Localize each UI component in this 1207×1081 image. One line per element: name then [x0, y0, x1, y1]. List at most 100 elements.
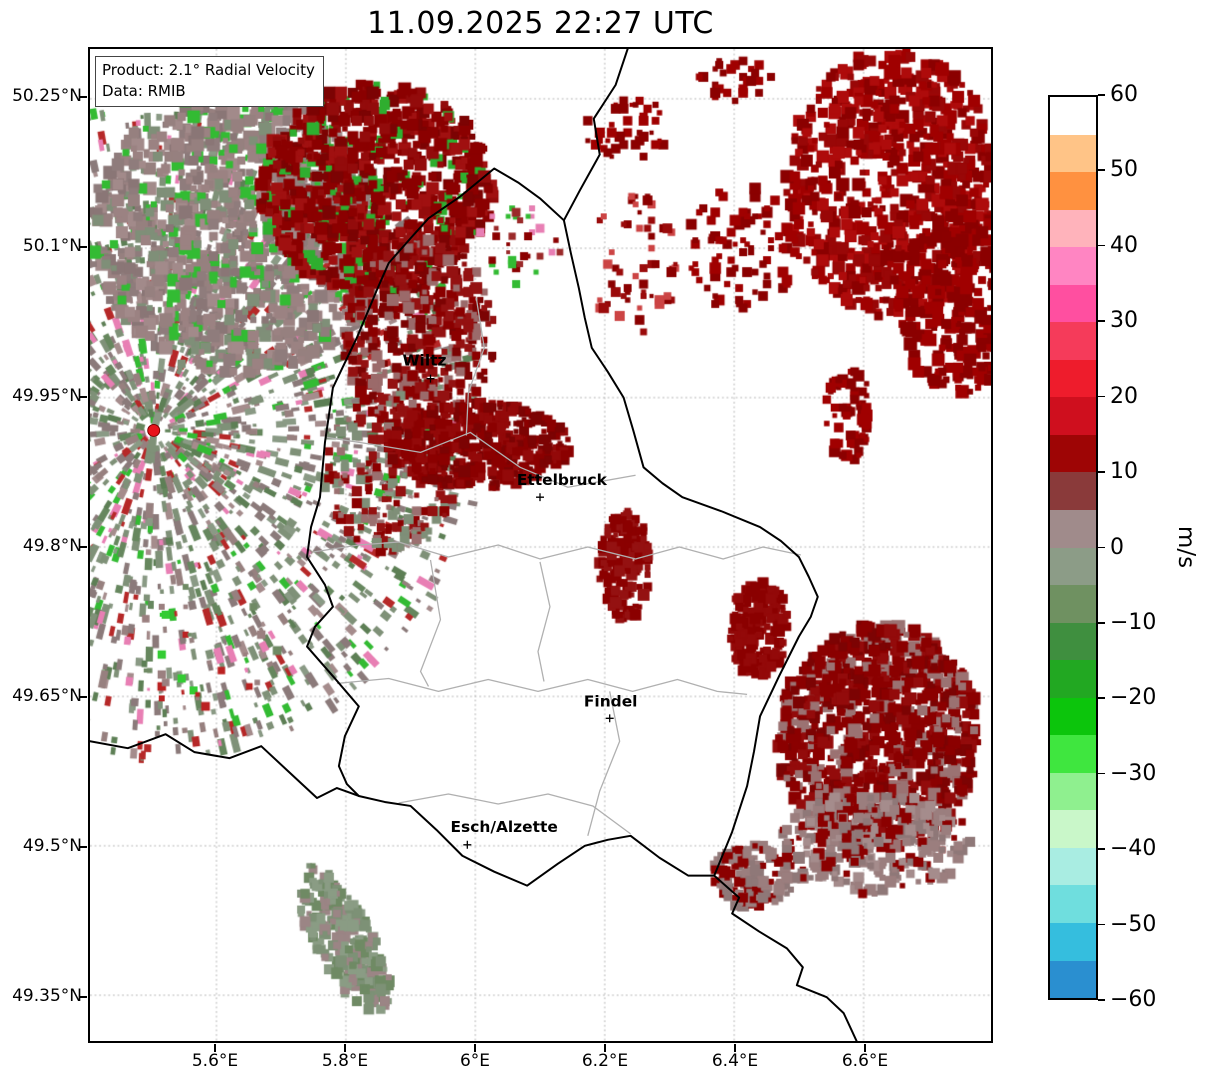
lon-tick-mark — [344, 1044, 346, 1052]
colorbar-tick-mark — [1098, 772, 1105, 775]
colorbar-segment — [1050, 472, 1096, 511]
colorbar-tick-mark — [1098, 395, 1105, 398]
district-border — [312, 541, 801, 560]
colorbar-segment — [1050, 960, 1096, 999]
lon-tick-mark — [474, 1044, 476, 1052]
lon-tick-label: 6.4°E — [711, 1051, 759, 1071]
city-marker — [463, 840, 472, 849]
colorbar-tick-label: −30 — [1110, 760, 1157, 786]
colorbar-tick-label: 10 — [1110, 459, 1138, 485]
city-label: Findel — [584, 692, 638, 710]
colorbar-tick-mark — [1098, 94, 1105, 96]
lat-tick-label: 49.8°N — [22, 536, 82, 556]
lat-tick-label: 49.65°N — [12, 686, 82, 706]
lat-tick-mark — [79, 96, 87, 98]
lon-tick-mark — [604, 1044, 606, 1052]
colorbar-tick-mark — [1098, 320, 1105, 322]
city-marker — [426, 374, 435, 383]
colorbar-tick-mark — [1098, 244, 1105, 247]
district-border — [537, 561, 551, 682]
colorbar-segment — [1050, 97, 1096, 135]
colorbar-tick-mark — [1098, 923, 1105, 926]
country-border — [713, 874, 858, 1041]
district-border — [419, 559, 442, 687]
colorbar-segment — [1050, 772, 1096, 811]
colorbar-segment — [1050, 660, 1096, 698]
colorbar — [1048, 95, 1098, 1000]
lon-tick-label: 6°E — [459, 1051, 491, 1071]
data-source-label: Data: RMIB — [102, 82, 186, 100]
radar-site-marker — [147, 423, 161, 437]
colorbar-segment — [1050, 284, 1096, 323]
colorbar-segment — [1050, 209, 1096, 248]
country-border — [306, 167, 819, 887]
colorbar-tick-label: −40 — [1110, 836, 1157, 862]
colorbar-segment — [1050, 172, 1096, 210]
colorbar-tick-mark — [1098, 848, 1105, 850]
lat-tick-mark — [79, 546, 87, 548]
colorbar-segment — [1050, 397, 1096, 435]
colorbar-segment — [1050, 810, 1096, 848]
colorbar-segment — [1050, 923, 1096, 961]
colorbar-tick-label: 50 — [1110, 157, 1138, 183]
district-border — [336, 677, 748, 696]
colorbar-unit-label: m/s — [1173, 525, 1199, 569]
colorbar-tick-mark — [1098, 621, 1105, 624]
colorbar-tick-label: 60 — [1110, 82, 1138, 107]
country-border — [562, 49, 629, 222]
colorbar-segment — [1050, 247, 1096, 285]
country-border — [90, 733, 360, 799]
city-label: Ettelbruck — [517, 471, 608, 489]
plot-title: 11.09.2025 22:27 UTC — [367, 6, 714, 41]
colorbar-segment — [1050, 434, 1096, 473]
lat-tick-label: 49.5°N — [22, 836, 82, 856]
colorbar-segment — [1050, 359, 1096, 398]
lon-tick-mark — [734, 1044, 736, 1052]
district-border — [326, 431, 636, 488]
lat-tick-mark — [79, 696, 87, 698]
colorbar-tick-mark — [1098, 471, 1105, 473]
colorbar-segment — [1050, 585, 1096, 623]
colorbar-tick-mark — [1098, 169, 1105, 171]
district-border — [398, 793, 631, 835]
colorbar-tick-label: −20 — [1110, 685, 1157, 711]
colorbar-tick-label: 0 — [1110, 534, 1124, 560]
colorbar-tick-label: 20 — [1110, 383, 1138, 409]
colorbar-tick-label: −50 — [1110, 911, 1157, 937]
lat-tick-label: 49.95°N — [12, 386, 82, 406]
colorbar-segment — [1050, 735, 1096, 773]
colorbar-segment — [1050, 885, 1096, 924]
colorbar-segment — [1050, 322, 1096, 360]
lat-tick-label: 50.25°N — [12, 86, 82, 106]
lon-tick-label: 5.6°E — [191, 1051, 239, 1071]
lon-tick-mark — [214, 1044, 216, 1052]
lon-tick-label: 6.2°E — [581, 1051, 629, 1071]
colorbar-tick-label: −60 — [1110, 987, 1157, 1012]
colorbar-tick-mark — [1098, 697, 1105, 699]
colorbar-tick-label: 30 — [1110, 308, 1138, 334]
colorbar-tick-mark — [1098, 999, 1105, 1001]
lon-tick-mark — [864, 1044, 866, 1052]
city-label: Wiltz — [403, 352, 447, 370]
lat-tick-label: 49.35°N — [12, 986, 82, 1006]
district-border — [587, 691, 621, 836]
lon-tick-label: 6.6°E — [841, 1051, 889, 1071]
product-info-box: Product: 2.1° Radial Velocity Data: RMIB — [95, 56, 324, 107]
lat-tick-label: 50.1°N — [22, 236, 82, 256]
colorbar-segment — [1050, 622, 1096, 661]
map-overlay: Wiltz Ettelbruck Findel Esch/Alzette — [90, 49, 858, 1041]
colorbar-segment — [1050, 547, 1096, 586]
colorbar-tick-mark — [1098, 546, 1105, 549]
colorbar-tick-label: −10 — [1110, 609, 1157, 635]
city-marker — [536, 493, 544, 502]
colorbar-tick-label: 40 — [1110, 232, 1138, 258]
lat-tick-mark — [79, 996, 87, 998]
product-label: Product: 2.1° Radial Velocity — [102, 61, 315, 79]
colorbar-segment — [1050, 510, 1096, 548]
city-marker — [605, 714, 614, 723]
colorbar-segment — [1050, 697, 1096, 736]
colorbar-segment — [1050, 134, 1096, 173]
district-border — [465, 297, 485, 436]
map-panel: Wiltz Ettelbruck Findel Esch/Alzette Produc… — [88, 47, 993, 1043]
